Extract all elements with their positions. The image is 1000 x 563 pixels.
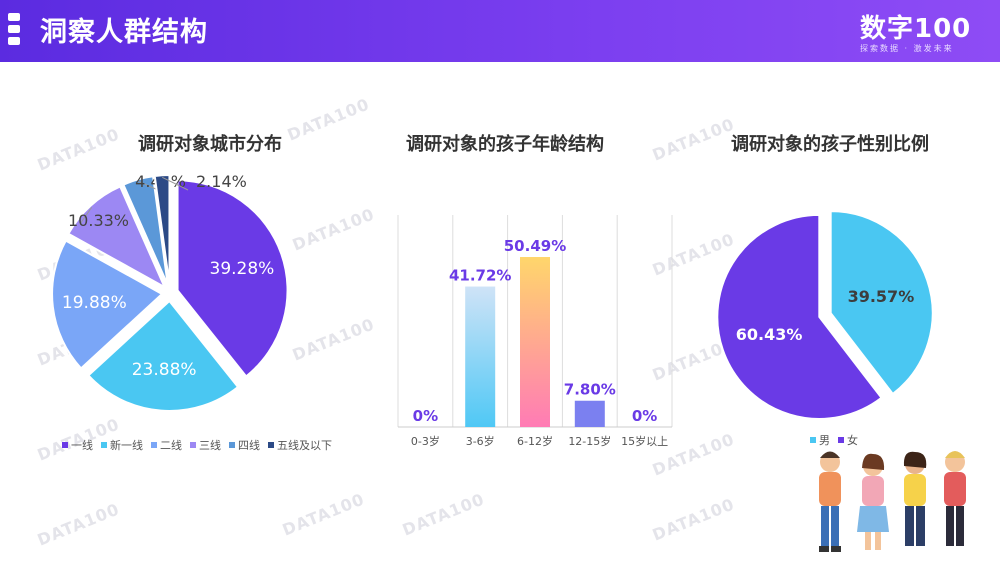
- pie-slice-五线及以下: [153, 174, 171, 286]
- bar-data-label: 50.49%: [504, 237, 566, 255]
- page-title: 洞察人群结构: [40, 17, 208, 48]
- x-tick-label: 15岁以上: [621, 434, 668, 448]
- pie-leader-line: [161, 176, 189, 191]
- legend-swatch: [268, 442, 274, 448]
- legend-item: 三线: [190, 437, 221, 453]
- city-chart-title: 调研对象城市分布: [138, 134, 282, 155]
- pie-data-label: 2.14%: [196, 172, 247, 191]
- gender-legend: 男女: [810, 432, 858, 448]
- brand-logo: 数字100 探索数据 · 激发未来: [860, 8, 990, 54]
- legend-label: 五线及以下: [277, 439, 332, 452]
- city-legend: 一线 新一线 二线 三线 四线 五线及以下: [62, 437, 332, 453]
- pie-slice-男: [829, 210, 934, 396]
- gender-chart-title: 调研对象的孩子性别比例: [731, 134, 929, 155]
- legend-label: 一线: [71, 439, 93, 452]
- legend-item: 新一线: [101, 437, 143, 453]
- legend-label: 女: [847, 434, 858, 447]
- brand-name: 数字100: [860, 14, 972, 44]
- pie-slice-一线: [176, 179, 289, 378]
- bar-data-label: 41.72%: [449, 267, 511, 285]
- legend-swatch: [190, 442, 196, 448]
- legend-item: 五线及以下: [268, 437, 332, 453]
- legend-swatch: [151, 442, 157, 448]
- pie-slice-新一线: [87, 299, 240, 412]
- legend-swatch: [838, 437, 844, 443]
- legend-item: 一线: [62, 437, 93, 453]
- age-structure-bar-chart: 0% 0-3岁 41.72% 3-6岁 50.49% 6-12岁 7.80% 12-15岁 0%…: [397, 215, 673, 448]
- pie-slice-四线: [122, 175, 169, 286]
- pie-leader-line: [79, 207, 93, 225]
- bar-data-label: 7.80%: [564, 381, 616, 399]
- bar-data-label: 0%: [413, 407, 438, 425]
- pie-slice-三线: [67, 185, 167, 290]
- header-decoration-icon: [8, 13, 22, 49]
- header-bar: 洞察人群结构 数字100 探索数据 · 激发未来: [0, 0, 1000, 62]
- pie-slice-二线: [51, 239, 164, 370]
- legend-label: 新一线: [110, 439, 143, 452]
- legend-label: 男: [819, 434, 830, 447]
- x-tick-label: 12-15岁: [568, 434, 611, 448]
- pie-leader-line: [138, 180, 159, 191]
- legend-swatch: [229, 442, 235, 448]
- legend-item: 男: [810, 432, 830, 448]
- pie-data-label: 60.43%: [736, 325, 803, 344]
- legend-label: 三线: [199, 439, 221, 452]
- pie-data-label: 19.88%: [62, 293, 127, 313]
- watermark: DATA100: [649, 494, 738, 545]
- watermark: DATA100: [34, 499, 123, 550]
- pie-data-label: 39.28%: [210, 259, 275, 279]
- legend-item: 二线: [151, 437, 182, 453]
- legend-label: 二线: [160, 439, 182, 452]
- watermark: DATA100: [399, 489, 488, 540]
- bar-data-label: 0%: [632, 407, 657, 425]
- legend-item: 四线: [229, 437, 260, 453]
- pie-data-label: 39.57%: [848, 287, 915, 306]
- brand-subtitle: 探索数据 · 激发未来: [860, 44, 954, 53]
- legend-label: 四线: [238, 439, 260, 452]
- pie-slice-女: [716, 213, 883, 420]
- pie-data-label: 23.88%: [132, 360, 197, 380]
- pie-data-label: 10.33%: [68, 211, 129, 230]
- legend-swatch: [62, 442, 68, 448]
- bar-12-15岁: [574, 400, 605, 427]
- age-chart-title: 调研对象的孩子年龄结构: [406, 134, 604, 155]
- x-tick-label: 3-6岁: [466, 434, 495, 448]
- people-illustration-icon: [819, 451, 966, 552]
- legend-swatch: [101, 442, 107, 448]
- x-tick-label: 0-3岁: [411, 434, 440, 448]
- bar-3-6岁: [465, 286, 496, 427]
- x-tick-label: 6-12岁: [517, 434, 553, 448]
- bar-6-12岁: [520, 257, 550, 427]
- legend-item: 女: [838, 432, 858, 448]
- legend-swatch: [810, 437, 816, 443]
- watermark: DATA100: [279, 489, 368, 540]
- city-distribution-pie: 39.28%23.88%19.88%10.33%4.48%2.14%: [51, 172, 289, 412]
- gender-ratio-pie: 39.57% 60.43%: [716, 210, 934, 420]
